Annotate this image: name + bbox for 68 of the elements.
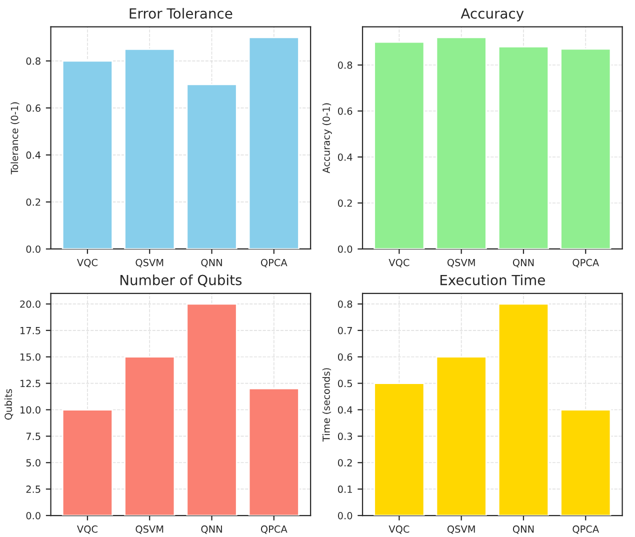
y-tick-label: 0.6 bbox=[26, 104, 40, 112]
y-axis-title: Accuracy (0-1) bbox=[322, 103, 332, 174]
y-tick-label: 17.5 bbox=[20, 327, 40, 334]
chart-title: Accuracy bbox=[460, 8, 524, 22]
y-tick-label: 0.2 bbox=[338, 199, 352, 207]
bar bbox=[62, 60, 114, 249]
bar bbox=[498, 303, 550, 516]
chart-title: Execution Time bbox=[440, 274, 545, 286]
y-tick-label: 0.5 bbox=[338, 380, 352, 388]
y-tick-label: 0.2 bbox=[338, 459, 352, 466]
x-tick-label: QSVM bbox=[447, 525, 475, 534]
y-tick-label: 0.6 bbox=[338, 107, 352, 115]
x-tick-label: QNN bbox=[201, 525, 222, 534]
x-tick-label: QPCA bbox=[572, 525, 600, 534]
y-tick-label: 0.0 bbox=[26, 245, 40, 253]
y-tick-label: 0.2 bbox=[26, 198, 40, 206]
x-tick-label: VQC bbox=[388, 258, 410, 268]
bar bbox=[498, 46, 550, 249]
y-tick-label: 0.3 bbox=[338, 432, 352, 440]
y-tick-label: 5.0 bbox=[26, 459, 40, 466]
y-tick-label: 2.5 bbox=[26, 486, 40, 493]
x-tick-label: QSVM bbox=[447, 258, 475, 268]
y-tick-label: 0.0 bbox=[338, 245, 352, 253]
y-tick-label: 7.5 bbox=[26, 432, 40, 440]
bar bbox=[186, 303, 238, 516]
y-tick-label: 10.0 bbox=[20, 406, 40, 414]
x-tick-label: QNN bbox=[512, 525, 534, 534]
x-tick-label: QPCA bbox=[260, 258, 288, 268]
x-tick-label: QNN bbox=[512, 258, 534, 268]
chart-title: Number of Qubits bbox=[120, 274, 242, 287]
bar bbox=[374, 382, 425, 516]
y-tick-label: 20.0 bbox=[20, 300, 40, 308]
x-tick-label: QSVM bbox=[136, 525, 164, 534]
y-tick-label: 12.5 bbox=[20, 380, 40, 388]
x-tick-label: VQC bbox=[76, 525, 98, 534]
bar bbox=[374, 41, 425, 249]
y-tick-label: 0.8 bbox=[338, 62, 352, 69]
x-tick-label: VQC bbox=[388, 525, 410, 534]
y-tick-label: 15.0 bbox=[20, 353, 40, 361]
y-tick-label: 0.0 bbox=[338, 512, 352, 520]
chart-title: Error Tolerance bbox=[130, 8, 232, 19]
bar bbox=[124, 356, 176, 516]
bar bbox=[248, 36, 300, 249]
y-tick-label: 0.6 bbox=[338, 353, 352, 361]
bar bbox=[62, 409, 114, 516]
x-tick-label: QPCA bbox=[572, 258, 600, 268]
y-tick-label: 0.4 bbox=[338, 153, 352, 161]
x-tick-label: QNN bbox=[201, 258, 222, 268]
x-tick-label: VQC bbox=[76, 258, 98, 268]
y-tick-label: 0.0 bbox=[26, 512, 40, 520]
bar bbox=[124, 48, 176, 249]
y-axis-title: Time (seconds) bbox=[322, 368, 332, 442]
y-axis-title: Tolerance (0-1) bbox=[10, 102, 20, 174]
y-tick-label: 0.4 bbox=[338, 406, 352, 414]
y-axis-title: Qubits bbox=[4, 389, 14, 420]
y-tick-label: 0.8 bbox=[338, 300, 352, 308]
bar bbox=[248, 388, 300, 516]
bar bbox=[186, 84, 238, 249]
x-tick-label: QPCA bbox=[260, 525, 288, 534]
bar bbox=[560, 409, 612, 516]
y-tick-label: 0.4 bbox=[26, 151, 41, 159]
y-tick-label: 0.7 bbox=[338, 326, 352, 334]
y-tick-label: 0.1 bbox=[338, 486, 352, 493]
bar bbox=[560, 48, 612, 249]
bar bbox=[436, 356, 487, 516]
y-tick-label: 0.8 bbox=[26, 57, 40, 65]
x-tick-label: QSVM bbox=[136, 258, 164, 268]
bar bbox=[436, 36, 487, 249]
